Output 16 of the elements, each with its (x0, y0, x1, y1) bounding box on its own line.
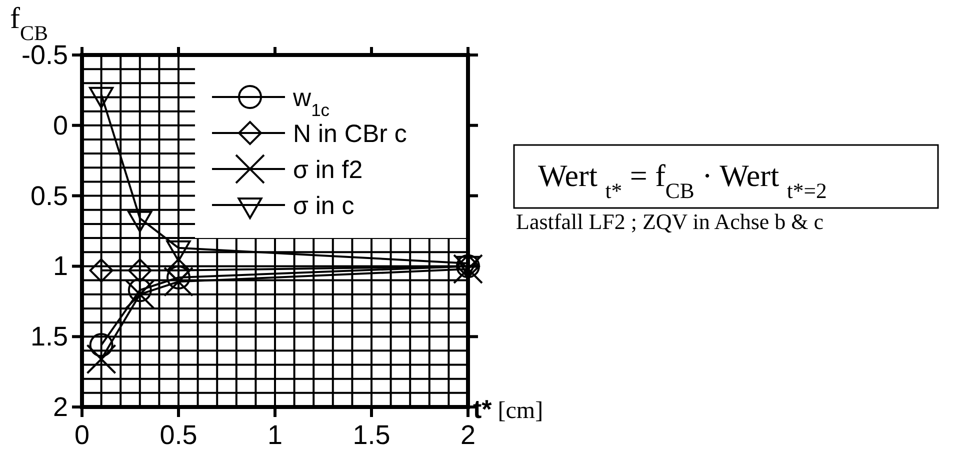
text: Wert $_{t*}$ = f$_{CB}$ · Wert $_{t*=2}$ (538, 158, 827, 203)
text: Lastfall LF2 ; ZQV in Achse b & c (516, 209, 824, 234)
x-tick-label: 1 (267, 420, 283, 450)
legend-label: N in CBr c (293, 120, 407, 148)
x-tick-label: 1.5 (352, 420, 390, 450)
y-tick-label: 0.5 (30, 180, 68, 211)
x-tick-label: 0.5 (160, 420, 198, 450)
y-tick-label: 2 (52, 392, 68, 422)
x-tick-label: 2 (460, 420, 476, 450)
y-tick-label: 0 (52, 110, 68, 140)
legend-label: σ in f2 (293, 156, 363, 184)
legend-label: σ in c (293, 192, 354, 220)
x-tick-label: 0 (74, 420, 90, 450)
y-tick-label: 1.5 (30, 322, 68, 352)
legend-label: w$_{1c}$ (292, 84, 330, 120)
y-tick-label: 1 (52, 251, 68, 282)
